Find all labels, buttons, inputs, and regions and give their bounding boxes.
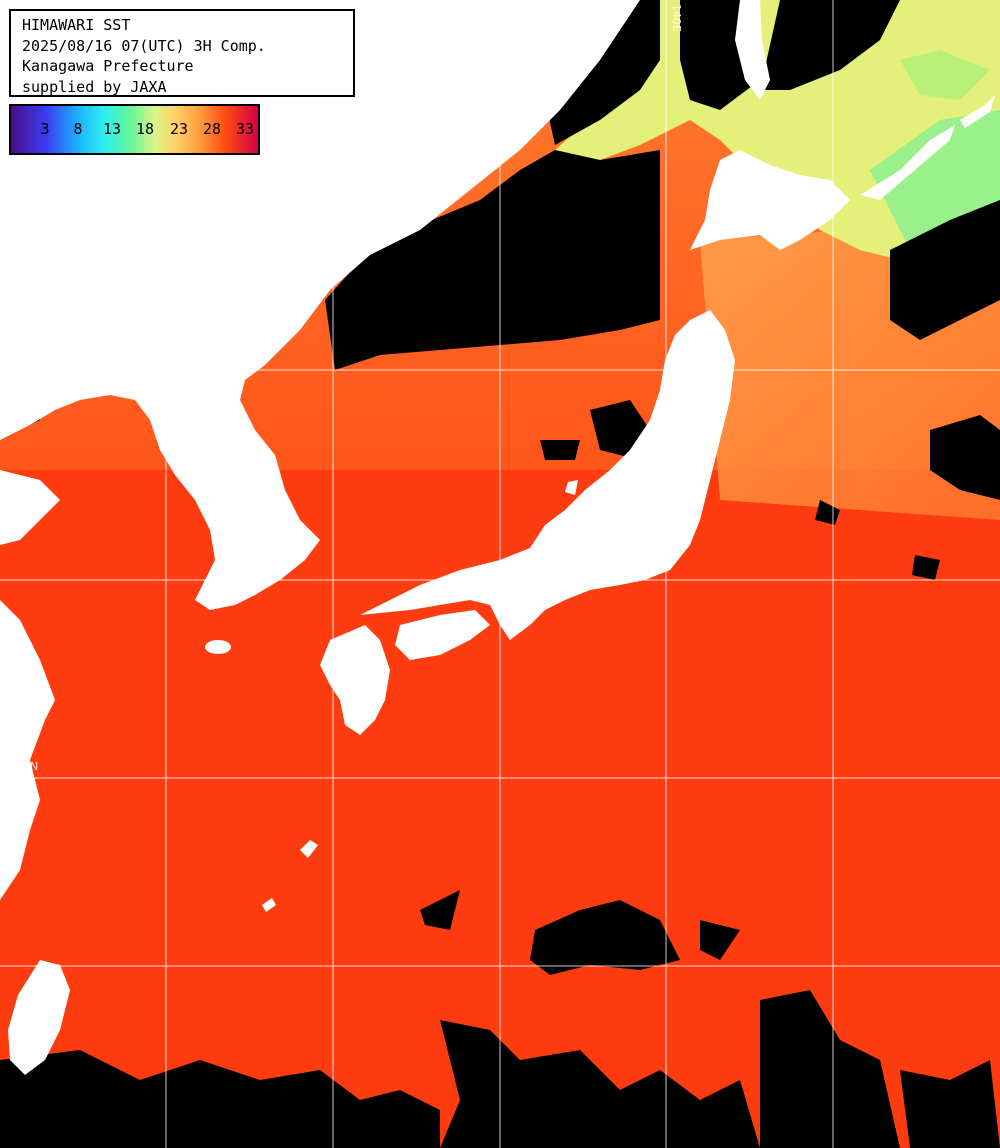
color-scale-tick: 23 xyxy=(169,120,189,138)
land-taiwan xyxy=(8,960,70,1075)
product-title: HIMAWARI SST xyxy=(22,16,131,34)
land-ryukyu xyxy=(262,898,276,912)
ocean-okhotsk-cold2 xyxy=(900,50,990,100)
color-scale-tick: 33 xyxy=(235,120,255,138)
cloud-mass xyxy=(530,900,680,975)
land-kuril xyxy=(860,125,955,200)
color-scale-ticks: 3 8 13 18 23 28 33 xyxy=(11,120,258,140)
land-ryukyu xyxy=(300,840,318,858)
cloud-mass xyxy=(540,440,580,460)
color-scale: 3 8 13 18 23 28 33 xyxy=(9,104,260,155)
grid-label-40n: 40N xyxy=(16,352,39,365)
cloud-mass xyxy=(930,415,1000,500)
land-shikoku xyxy=(395,610,490,660)
land-china xyxy=(0,600,55,900)
cloud-mass xyxy=(815,500,840,525)
land-island xyxy=(398,128,422,156)
land-kyushu xyxy=(320,625,390,735)
color-scale-tick: 3 xyxy=(40,120,50,138)
cloud-mass xyxy=(900,1060,1000,1148)
cloud-mass xyxy=(420,890,460,930)
cloud-mass xyxy=(912,555,940,580)
color-scale-tick: 8 xyxy=(73,120,83,138)
cloud-mass xyxy=(0,1050,440,1148)
cloud-mass xyxy=(760,0,900,90)
cloud-mass xyxy=(440,1020,760,1148)
grid-label-30n: 30N xyxy=(16,760,39,773)
timestamp: 2025/08/16 07(UTC) 3H Comp. xyxy=(22,36,266,55)
land-jeju xyxy=(205,640,231,654)
land-honshu xyxy=(360,310,735,640)
land-hokkaido xyxy=(690,150,850,250)
source-credit: supplied by JAXA xyxy=(22,77,167,96)
land-sado xyxy=(565,480,578,495)
cloud-mass xyxy=(760,990,900,1148)
grid-label-140e: 140E xyxy=(670,4,683,32)
land-china xyxy=(0,470,60,545)
land-sakhalin xyxy=(735,0,770,100)
title-block: HIMAWARI SST 2025/08/16 07(UTC) 3H Comp.… xyxy=(9,9,355,97)
cloud-mass xyxy=(325,150,660,370)
color-scale-tick: 18 xyxy=(135,120,155,138)
land-kuril xyxy=(960,95,995,128)
color-scale-tick: 28 xyxy=(202,120,222,138)
region-label: Kanagawa Prefecture xyxy=(22,57,194,75)
cloud-mass xyxy=(890,200,1000,340)
cloud-mass xyxy=(700,920,740,960)
color-scale-tick: 13 xyxy=(102,120,122,138)
